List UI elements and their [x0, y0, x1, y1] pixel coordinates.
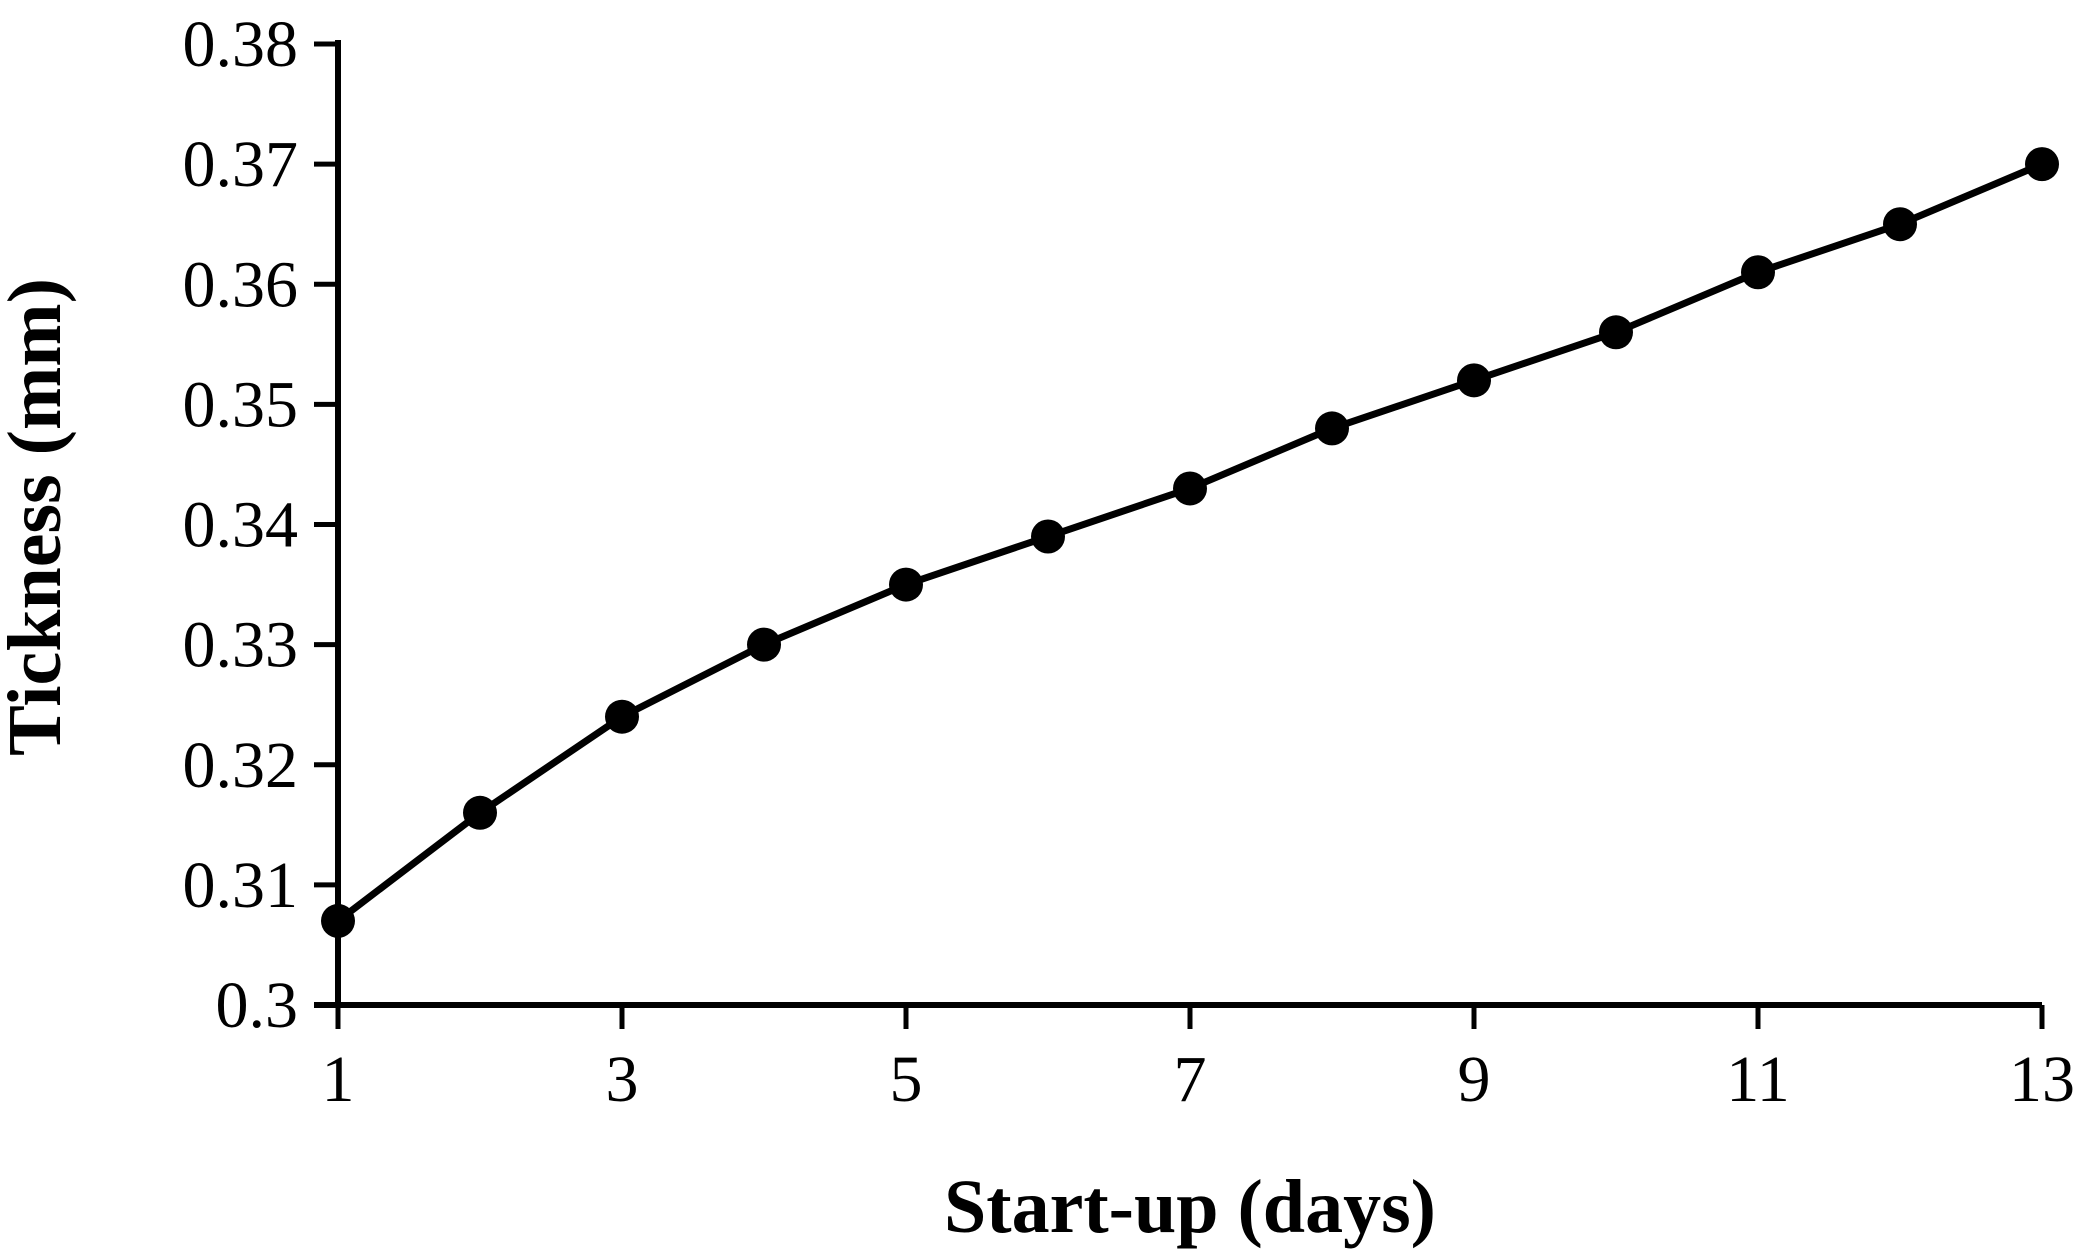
data-point: [1173, 471, 1207, 506]
x-tick-label: 11: [1726, 1043, 1790, 1116]
data-point: [2025, 147, 2059, 182]
y-tick-label: 0.34: [183, 489, 299, 562]
y-tick-label: 0.35: [183, 368, 299, 441]
data-point: [463, 795, 497, 830]
x-tick-label: 9: [1458, 1043, 1491, 1116]
data-point: [321, 903, 355, 938]
x-tick-label: 3: [606, 1043, 639, 1116]
data-point: [605, 699, 639, 734]
axes: [314, 40, 2042, 1008]
y-axis-tick-labels: 0.3 0.31 0.32 0.33 0.34 0.35 0.36 0.37 0.38: [183, 8, 299, 1042]
x-tick-label: 13: [2009, 1043, 2075, 1116]
data-point: [1599, 315, 1633, 350]
data-point: [1457, 363, 1491, 398]
x-tick-label: 5: [890, 1043, 923, 1116]
y-tick-label: 0.32: [183, 729, 299, 802]
x-axis-title: Start-up (days): [944, 1165, 1436, 1249]
y-axis-ticks: [314, 41, 338, 1008]
y-tick-label: 0.3: [216, 969, 299, 1042]
data-point: [1031, 519, 1065, 554]
data-point: [747, 627, 781, 662]
series-polyline: [334, 160, 2046, 925]
x-tick-label: 1: [322, 1043, 355, 1116]
data-points: [321, 147, 2059, 938]
y-tick-label: 0.33: [183, 609, 299, 682]
y-axis-title: Tickness (mm): [0, 278, 77, 756]
y-tick-label: 0.31: [183, 849, 299, 922]
x-tick-label: 7: [1174, 1043, 1207, 1116]
y-tick-label: 0.38: [183, 8, 299, 81]
y-tick-label: 0.37: [183, 128, 299, 201]
data-point: [1883, 207, 1917, 242]
data-point: [889, 567, 923, 602]
x-axis-tick-labels: 1 3 5 7 9 11 13: [322, 1043, 2076, 1116]
data-point: [1315, 411, 1349, 446]
data-point: [1741, 255, 1775, 290]
series-line: [334, 160, 2046, 925]
x-axis-ticks: [335, 1005, 2045, 1029]
y-tick-label: 0.36: [183, 248, 299, 321]
